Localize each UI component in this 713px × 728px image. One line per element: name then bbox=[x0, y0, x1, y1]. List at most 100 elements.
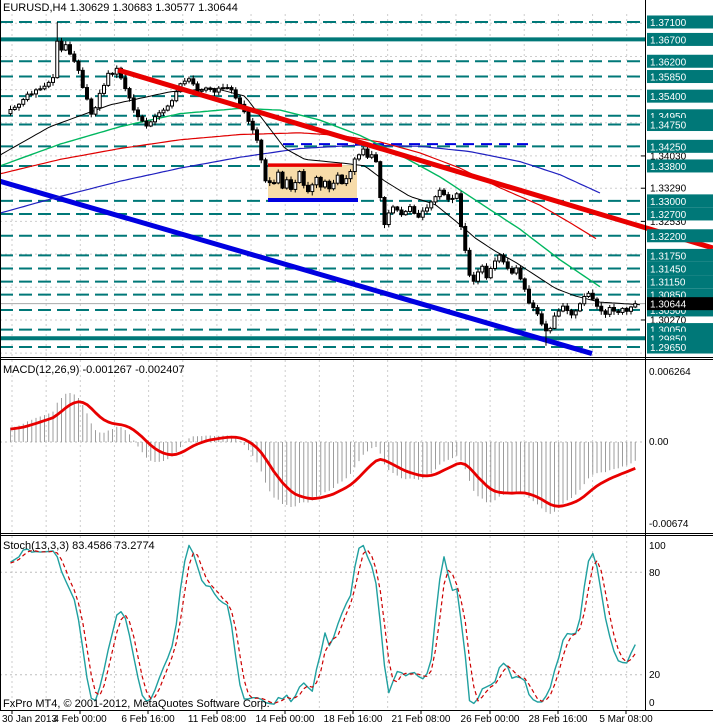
candle-body-down bbox=[59, 40, 64, 51]
stoch-scale-80: 80 bbox=[649, 568, 661, 579]
candle-body-down bbox=[518, 267, 523, 280]
candle-body-up bbox=[433, 196, 438, 203]
price-scale-background[interactable] bbox=[646, 0, 713, 710]
price-level-badge-label: 1.33000 bbox=[650, 197, 687, 208]
candle-body-up bbox=[93, 107, 98, 115]
price-level-badge-label: 1.32700 bbox=[650, 210, 687, 221]
candle-body-up bbox=[42, 85, 47, 90]
candle-body-down bbox=[127, 88, 132, 99]
candle-body-down bbox=[250, 120, 255, 131]
candle-body-up bbox=[25, 93, 30, 101]
candle-body-up bbox=[63, 44, 68, 51]
candle-body-down bbox=[318, 176, 323, 188]
candle-body-down bbox=[565, 305, 570, 312]
candle-body-down bbox=[110, 72, 115, 75]
time-axis-label: 21 Feb 08:00 bbox=[392, 714, 451, 725]
candle-body-up bbox=[408, 206, 412, 212]
candle-body-down bbox=[467, 249, 472, 276]
candle-body-up bbox=[578, 303, 582, 312]
scale-grid-label: 1.34030 bbox=[650, 151, 687, 162]
candle-body-up bbox=[582, 296, 587, 305]
candle-body-down bbox=[531, 302, 536, 309]
candle-body-up bbox=[561, 305, 565, 312]
candle-body-up bbox=[497, 254, 502, 262]
candle-body-down bbox=[471, 274, 476, 282]
price-level-badge-label: 1.31750 bbox=[650, 251, 687, 262]
ma-medium-green[interactable] bbox=[0, 107, 601, 288]
candle-body-up bbox=[633, 303, 638, 308]
candle-body-up bbox=[348, 171, 353, 180]
candle-body-down bbox=[365, 148, 370, 158]
candle-body-up bbox=[493, 260, 497, 269]
time-axis-label: 11 Feb 08:00 bbox=[188, 714, 247, 725]
candle-body-down bbox=[123, 77, 128, 90]
candle-body-up bbox=[514, 267, 519, 274]
candle-body-down bbox=[505, 261, 510, 269]
candle-body-down bbox=[144, 120, 149, 127]
candle-body-up bbox=[161, 109, 166, 114]
support-trendline[interactable] bbox=[0, 178, 593, 356]
candle-body-down bbox=[327, 180, 332, 190]
candle-body-down bbox=[446, 194, 451, 200]
candle-body-up bbox=[297, 171, 302, 184]
candle-body-down bbox=[76, 60, 81, 71]
macd-panel[interactable] bbox=[0, 392, 645, 514]
scale-grid-label: 1.33290 bbox=[650, 184, 687, 195]
stoch-signal-line bbox=[10, 549, 636, 705]
candle-body-up bbox=[629, 306, 633, 312]
candle-body-up bbox=[586, 292, 591, 298]
ma-slow-red[interactable] bbox=[0, 132, 597, 240]
candle-body-up bbox=[225, 87, 230, 90]
candle-body-up bbox=[403, 210, 408, 216]
candle-body-down bbox=[229, 87, 234, 91]
candle-body-up bbox=[425, 207, 429, 212]
price-level-badge bbox=[647, 194, 713, 208]
time-axis-label: 5 Mar 08:00 bbox=[599, 714, 653, 725]
price-scale-column[interactable] bbox=[646, 0, 713, 710]
candle-body-up bbox=[429, 201, 434, 209]
price-level-lines[interactable] bbox=[0, 20, 645, 349]
price-level-badge bbox=[647, 118, 713, 132]
candle-body-up bbox=[352, 158, 357, 173]
resistance-trendline[interactable] bbox=[117, 67, 713, 251]
candle-body-up bbox=[573, 310, 578, 316]
candle-body-up bbox=[369, 154, 374, 158]
candle-body-down bbox=[510, 267, 514, 274]
price-level-badge bbox=[647, 159, 713, 173]
price-level-badge bbox=[647, 340, 713, 354]
candle-body-up bbox=[323, 180, 327, 188]
price-scale-badges: 1.34030 1.33290 1.32530 1.30270 1.37100 1.367… bbox=[641, 15, 713, 354]
candle-body-down bbox=[259, 139, 264, 161]
candle-body-down bbox=[590, 292, 595, 300]
candle-body-down bbox=[539, 313, 544, 325]
candle-body-up bbox=[38, 88, 43, 91]
price-level-badge bbox=[647, 15, 713, 29]
candle-body-down bbox=[263, 159, 268, 182]
candle-body-down bbox=[599, 305, 604, 312]
panel-borders bbox=[0, 0, 713, 711]
candle-body-up bbox=[174, 91, 179, 102]
price-level-badge-label: 1.37100 bbox=[650, 18, 687, 29]
candle-body-up bbox=[46, 81, 51, 87]
stoch-panel[interactable] bbox=[0, 544, 645, 705]
candle-body-down bbox=[612, 307, 616, 312]
candle-body-down bbox=[522, 278, 527, 290]
current-price-badge bbox=[647, 297, 713, 311]
candle-body-down bbox=[544, 323, 548, 332]
price-level-badge-label: 1.32200 bbox=[650, 232, 687, 243]
candle-body-down bbox=[569, 310, 574, 316]
moving-average-lines[interactable] bbox=[0, 88, 641, 306]
candle-body-down bbox=[280, 171, 285, 189]
candle-body-up bbox=[204, 87, 208, 91]
candle-body-down bbox=[459, 193, 463, 227]
candle-body-up bbox=[170, 100, 174, 107]
trendline-overlay[interactable] bbox=[117, 67, 713, 251]
candle-body-up bbox=[480, 265, 485, 273]
price-level-badge bbox=[647, 32, 713, 46]
macd-scale-zero: 0.00 bbox=[649, 437, 669, 448]
ma-slow-blue[interactable] bbox=[0, 144, 601, 214]
candle-body-down bbox=[442, 189, 446, 196]
ma-fast-black[interactable] bbox=[0, 88, 641, 306]
candle-body-up bbox=[51, 77, 55, 83]
